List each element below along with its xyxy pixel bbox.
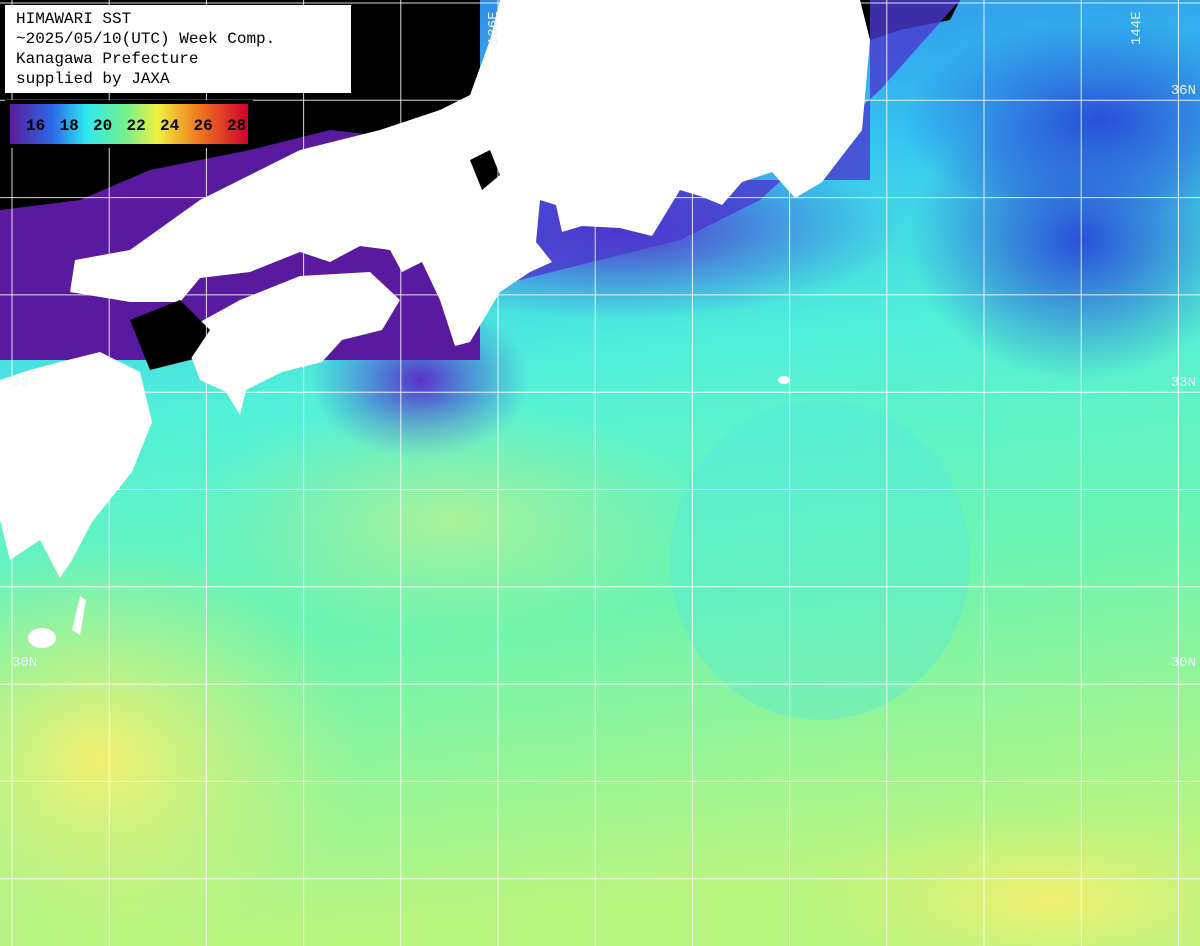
colorbar-labels: 16 18 20 22 24 26 28: [26, 117, 246, 135]
colorbar-label: 28: [227, 117, 246, 135]
header: HIMAWARI SST ~2025/05/10(UTC) Week Comp. K…: [16, 10, 275, 88]
latitude-label: 33N: [1171, 375, 1196, 391]
colorbar-label: 18: [60, 117, 79, 135]
colorbar-label: 22: [127, 117, 146, 135]
latitude-label: 36N: [1171, 83, 1196, 99]
longitude-label: 144E: [1129, 11, 1145, 45]
header-line: HIMAWARI SST: [16, 10, 131, 28]
header-line: supplied by JAXA: [16, 70, 170, 88]
latitude-label: 33: [12, 375, 29, 391]
latitude-label: 30N: [12, 655, 37, 671]
graticule-labels: 136E 144E 36N 33N 30N 33 30N: [12, 11, 1196, 671]
header-line: ~2025/05/10(UTC) Week Comp.: [16, 30, 275, 48]
header-box: [5, 5, 351, 93]
colorbar-label: 16: [26, 117, 45, 135]
colorbar: [10, 104, 248, 144]
colorbar-label: 20: [93, 117, 112, 135]
longitude-label: 136E: [486, 11, 502, 45]
header-line: Kanagawa Prefecture: [16, 50, 198, 68]
colorbar-label: 24: [160, 117, 180, 135]
colorbar-label: 26: [194, 117, 213, 135]
land: [0, 0, 870, 648]
latitude-label: 30N: [1171, 655, 1196, 671]
